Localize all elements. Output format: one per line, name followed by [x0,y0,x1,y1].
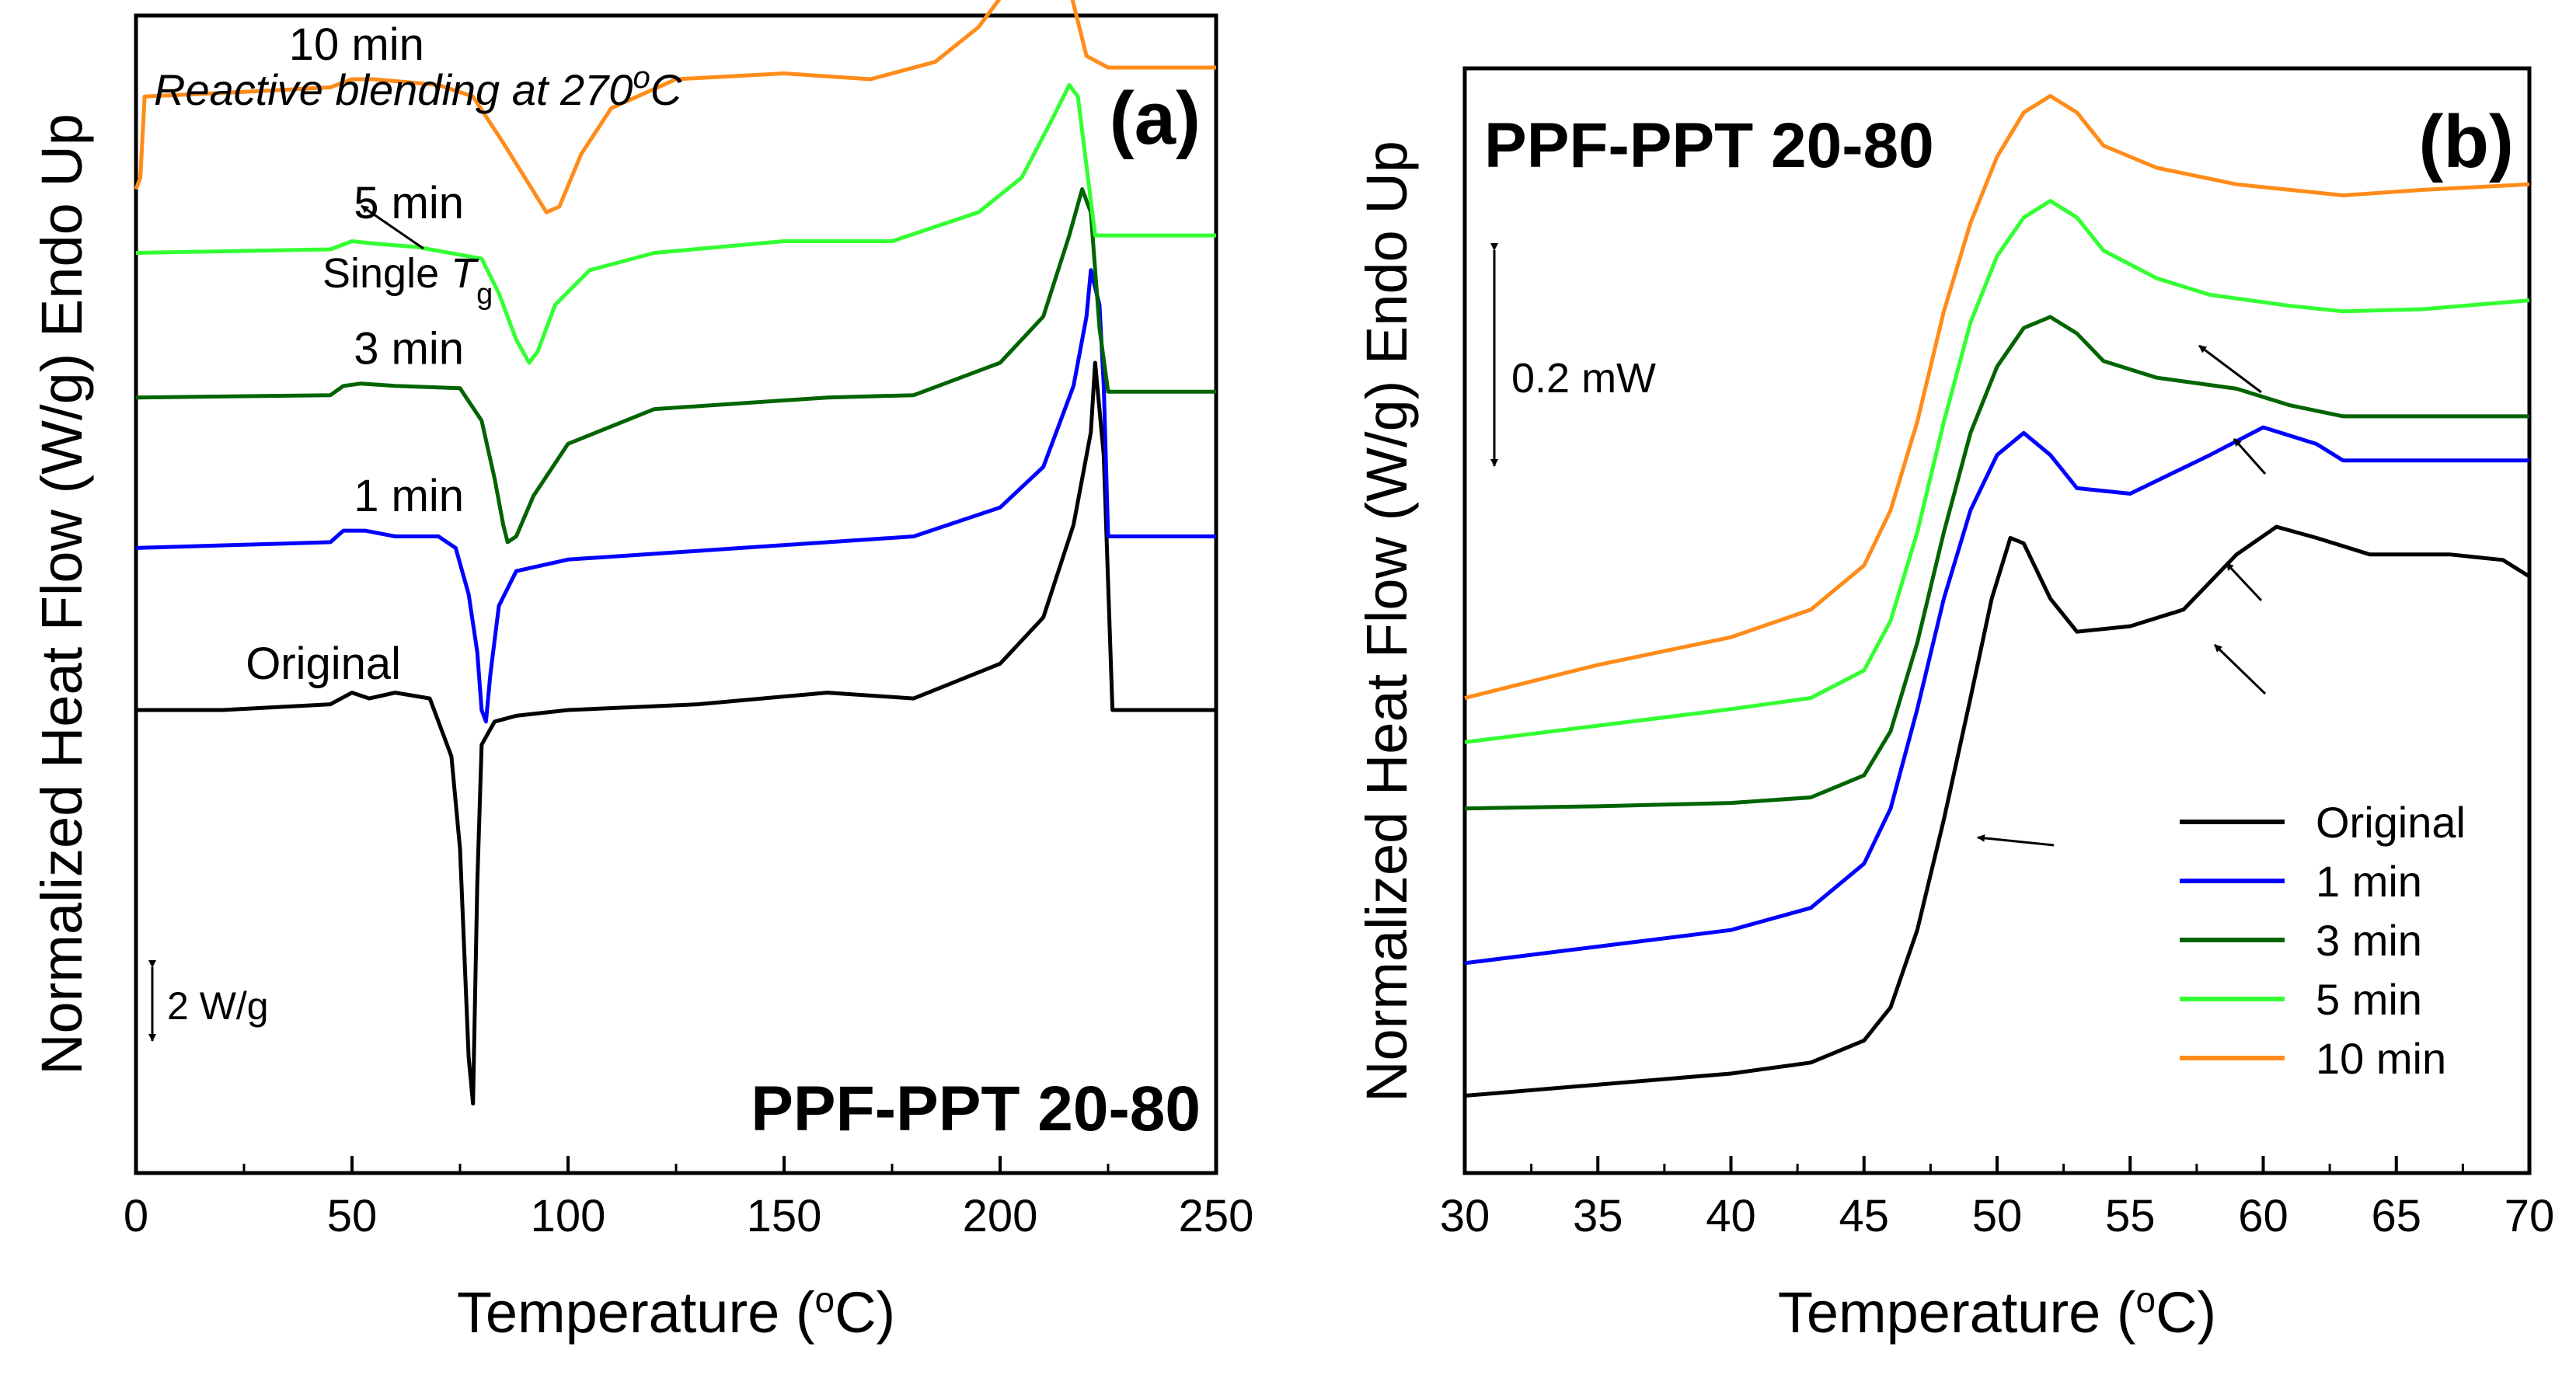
series-line-10-min [1464,94,2530,700]
panel-a-series: Original 1 min 3 min 5 min 10 min [134,0,1216,1106]
panel-b-y-axis-title: Normalized Heat Flow (W/g) Endo Up [1354,141,1419,1102]
sub-deg: o [633,61,650,95]
x-title-c: C) [2156,1280,2216,1345]
panel-b-arrows [1977,344,2267,847]
legend-label-1-min: 1 min [2316,857,2422,906]
x-tick-label-70: 70 [2505,1191,2555,1241]
panel-a-subtitle: Reactive blending at 270oC [154,61,682,114]
x-tick-label-150: 150 [747,1191,822,1241]
series-line-original [1464,524,2531,1098]
series-line-10-min [134,0,1216,214]
single-tg-annotation: Single Tg [322,250,493,311]
x-tick-label-50: 50 [1972,1191,2023,1241]
series-line-5-min [1464,199,2530,744]
panel-b-x-ticks: 30 35 40 45 50 55 60 65 70 [1440,1156,2555,1241]
panel-a-label: (a) [1110,77,1201,160]
series-label-3-min: 3 min [354,324,464,374]
x-tick-label-55: 55 [2105,1191,2156,1241]
x-tick-label-200: 200 [963,1191,1038,1241]
series-label-1-min: 1 min [354,471,464,521]
peak-arrow-original [2213,643,2267,695]
series-line-3-min [135,187,1216,545]
x-title-deg: o [814,1279,835,1320]
panel-b-x-axis-title: Temperature (oC) [1778,1279,2216,1345]
panel-b-title: PPF-PPT 20-80 [1484,110,1934,181]
series-line-3-min [1464,315,2529,811]
panel-b: 30 35 40 45 50 55 60 65 70 Temperature (oC) Norm… [1354,66,2555,1345]
x-tick-label-40: 40 [1706,1191,1756,1241]
series-line-1-min [1464,425,2529,966]
series-label-5-min: 5 min [354,178,464,228]
x-tick-label-60: 60 [2238,1191,2288,1241]
panel-a-title: PPF-PPT 20-80 [751,1074,1201,1144]
panel-a-x-ticks: 0 50 100 150 200 250 [124,1156,1254,1241]
legend-label-10-min: 10 min [2316,1034,2446,1083]
series-label-original: Original [246,639,401,689]
series-label-10-min: 10 min [289,19,424,70]
x-tick-label-35: 35 [1573,1191,1623,1241]
panel-a-y-axis-title: Normalized Heat Flow (W/g) Endo Up [30,113,94,1075]
x-tick-label-65: 65 [2371,1191,2421,1241]
x-tick-label-0: 0 [124,1191,148,1241]
series-line-1-min [135,268,1216,724]
series-line-5-min [135,82,1216,365]
tg-sub: g [476,278,493,311]
panel-a-x-axis-title: Temperature (oC) [457,1279,895,1345]
x-title-deg: o [2135,1279,2156,1320]
panel-b-scale-label: 0.2 mW [1511,355,1656,402]
panel-a-scale-label: 2 W/g [167,984,269,1028]
peak-arrow-1min [2225,562,2263,602]
legend-label-5-min: 5 min [2316,975,2422,1024]
x-title-pre: Temperature ( [457,1280,815,1345]
panel-b-legend: Original 1 min 3 min 5 min 10 min [2180,798,2466,1083]
x-tick-label-45: 45 [1839,1191,1889,1241]
peak-arrow-5min [2198,344,2262,394]
x-tick-label-50: 50 [327,1191,378,1241]
legend-label-original: Original [2316,798,2466,847]
peak-arrow-3min [2233,438,2267,475]
x-tick-label-30: 30 [1440,1191,1490,1241]
panel-a-frame [134,13,1218,1175]
x-title-pre: Temperature ( [1778,1280,2136,1345]
x-title-c: C) [835,1280,895,1345]
x-tick-label-250: 250 [1179,1191,1254,1241]
onset-arrow [1977,834,2055,847]
panel-b-series [1464,94,2531,1098]
legend-label-3-min: 3 min [2316,916,2422,965]
series-line-original [136,360,1216,1106]
x-tick-label-100: 100 [531,1191,606,1241]
panel-b-label: (b) [2418,100,2514,183]
tg-t: T [451,250,479,297]
single-tg-arrow [361,204,424,250]
panel-a: 0 50 100 150 200 250 Original 1 min 3 min 5 min 1… [30,0,1253,1345]
